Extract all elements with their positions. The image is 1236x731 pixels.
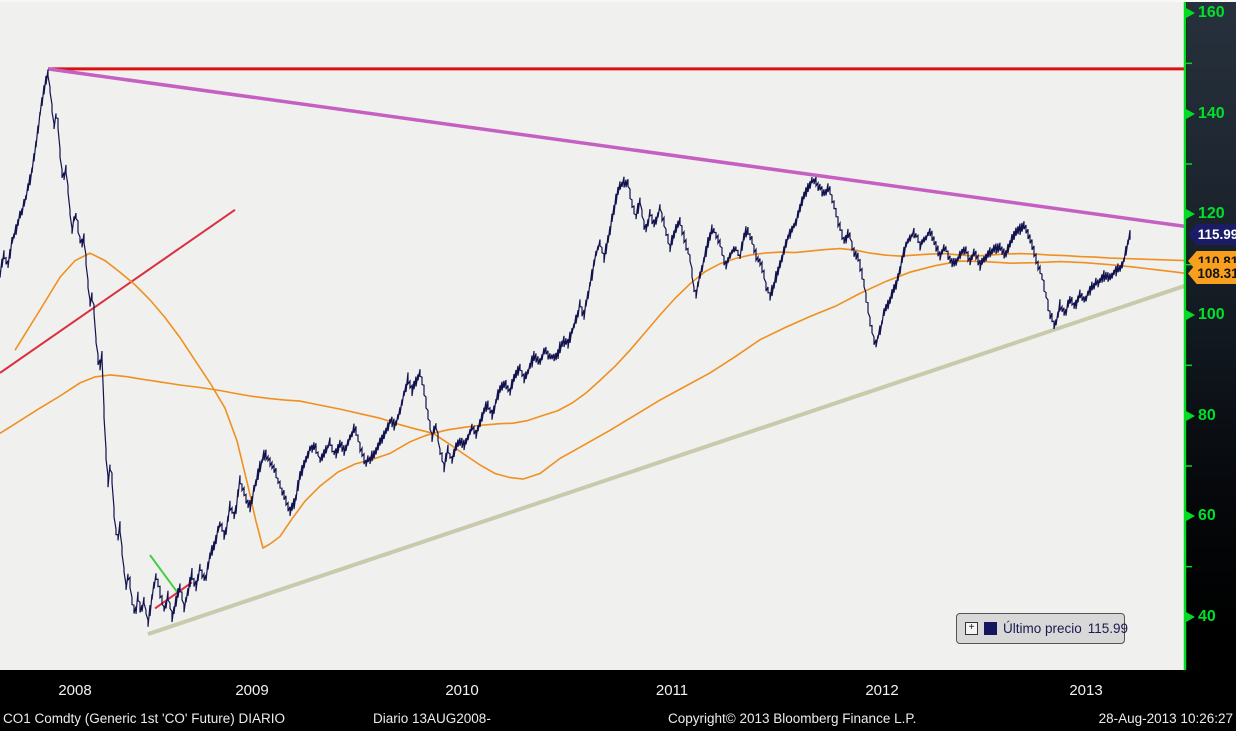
- price-axis-tick-label: 160: [1186, 4, 1225, 22]
- price-axis-tick-label: 140: [1186, 105, 1225, 123]
- tendencia-bajista-magenta: [47, 67, 1186, 229]
- axis-tick-arrow-icon: [1186, 209, 1195, 220]
- price-axis-tick-label: 120: [1186, 205, 1225, 223]
- legend-series-swatch-icon: [984, 622, 997, 635]
- moving-average-price-tag: 108.31: [1188, 263, 1236, 284]
- price-line-series: [0, 69, 1131, 627]
- diagonal-carmesi: [0, 208, 236, 374]
- axis-tick-arrow-icon: [1186, 611, 1195, 622]
- axis-tick-arrow-icon: [1186, 309, 1195, 320]
- price-axis-tick-label: 40: [1186, 608, 1216, 626]
- price-axis-tick-value: 80: [1198, 406, 1216, 424]
- slow-moving-average-line: [0, 260, 1186, 480]
- plot-background: [0, 0, 1185, 670]
- axis-margin-background: [1187, 0, 1236, 670]
- linea-corta-verde: [149, 554, 178, 593]
- x-axis-year-label: 2011: [655, 682, 689, 699]
- status-datetime: 28-Aug-2013 10:26:27: [1098, 711, 1233, 726]
- price-axis-tick-value: 40: [1198, 607, 1216, 625]
- x-axis-year-label: 2012: [865, 682, 899, 699]
- window-top-border: [0, 0, 1236, 2]
- price-axis-tick-label: 80: [1186, 407, 1216, 425]
- x-axis-year-label: 2008: [58, 682, 92, 699]
- tendencia-alcista-caqui: [147, 283, 1186, 637]
- legend-expander-icon[interactable]: +: [965, 622, 978, 635]
- x-axis-year-label: 2013: [1069, 682, 1103, 699]
- axis-tick-arrow-icon: [1186, 410, 1195, 421]
- price-axis-tick-label: 60: [1186, 507, 1216, 525]
- price-axis-tick-value: 100: [1198, 305, 1225, 323]
- linea-corta-roja: [154, 581, 193, 610]
- price-axis-tick-value: 140: [1198, 104, 1225, 122]
- x-axis-band: 2008 2009 2010 2011 2012 2013 CO1 Comdty (Gen…: [0, 670, 1236, 731]
- x-axis-year-label: 2010: [445, 682, 479, 699]
- axis-tick-arrow-icon: [1186, 108, 1195, 119]
- legend-box: + Último precio 115.99: [956, 613, 1129, 644]
- status-bar: CO1 Comdty (Generic 1st 'CO' Future) DIA…: [0, 711, 1236, 729]
- status-security-title: CO1 Comdty (Generic 1st 'CO' Future) DIA…: [3, 711, 285, 726]
- legend-series-label: Último precio: [1003, 621, 1082, 636]
- legend-last-price-value: 115.99: [1087, 621, 1129, 636]
- price-axis-tick-value: 60: [1198, 507, 1216, 525]
- status-chart-range: Diario 13AUG2008-: [373, 711, 491, 726]
- axis-tick-arrow-icon: [1186, 511, 1195, 522]
- price-axis-tick-value: 160: [1198, 4, 1225, 21]
- price-axis-tick-label: 100: [1186, 306, 1225, 324]
- last-price-tag: 115.99: [1188, 224, 1236, 245]
- price-axis-tick-value: 120: [1198, 205, 1225, 223]
- status-copyright: Copyright© 2013 Bloomberg Finance L.P.: [668, 711, 917, 726]
- axis-tick-arrow-icon: [1186, 8, 1195, 18]
- x-axis-year-label: 2009: [235, 682, 269, 699]
